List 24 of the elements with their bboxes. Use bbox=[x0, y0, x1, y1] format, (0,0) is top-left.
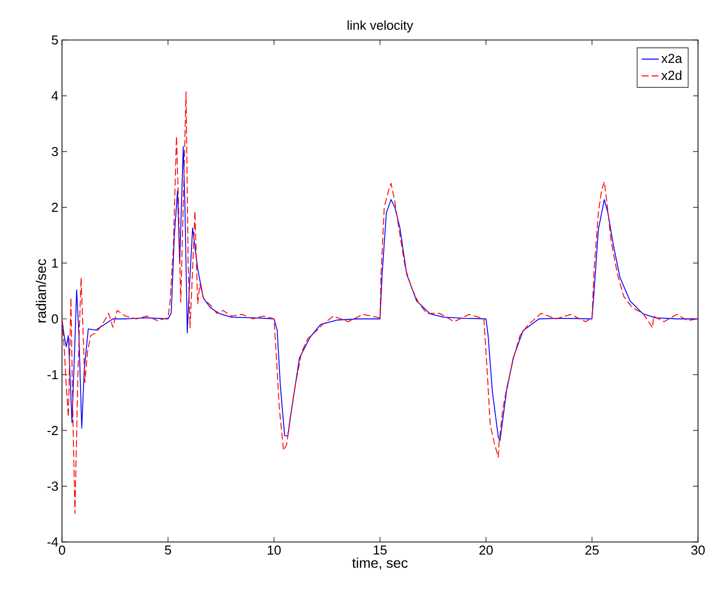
line-series bbox=[62, 91, 698, 514]
chart-title: link velocity bbox=[348, 20, 414, 32]
y-tick-label: -2 bbox=[47, 426, 58, 435]
y-axis-title: radian/sec bbox=[36, 259, 46, 322]
legend-label: x2a bbox=[661, 54, 682, 64]
y-tick-label: -1 bbox=[47, 370, 58, 380]
legend-label: x2d bbox=[661, 70, 682, 80]
x-tick-label: 25 bbox=[585, 546, 599, 555]
x-axis-title: time, sec bbox=[352, 558, 408, 570]
x-tick-label: 0 bbox=[58, 546, 66, 555]
y-tick-label: 2 bbox=[52, 202, 58, 212]
x-tick-label: 15 bbox=[374, 546, 387, 555]
y-tick-label: -3 bbox=[47, 482, 58, 491]
y-tick-label: 5 bbox=[52, 35, 58, 45]
x-tick-label: 10 bbox=[268, 546, 281, 555]
x-tick-label: 5 bbox=[164, 546, 172, 555]
line-series bbox=[62, 146, 698, 441]
y-tick-label: 4 bbox=[52, 91, 58, 100]
y-tick-label: 1 bbox=[52, 258, 58, 268]
x-tick-label: 30 bbox=[691, 546, 705, 555]
y-tick-label: 3 bbox=[52, 146, 58, 156]
x-tick-label: 20 bbox=[479, 546, 493, 555]
y-tick-label: 0 bbox=[52, 314, 58, 324]
y-tick-label: -4 bbox=[47, 538, 58, 546]
